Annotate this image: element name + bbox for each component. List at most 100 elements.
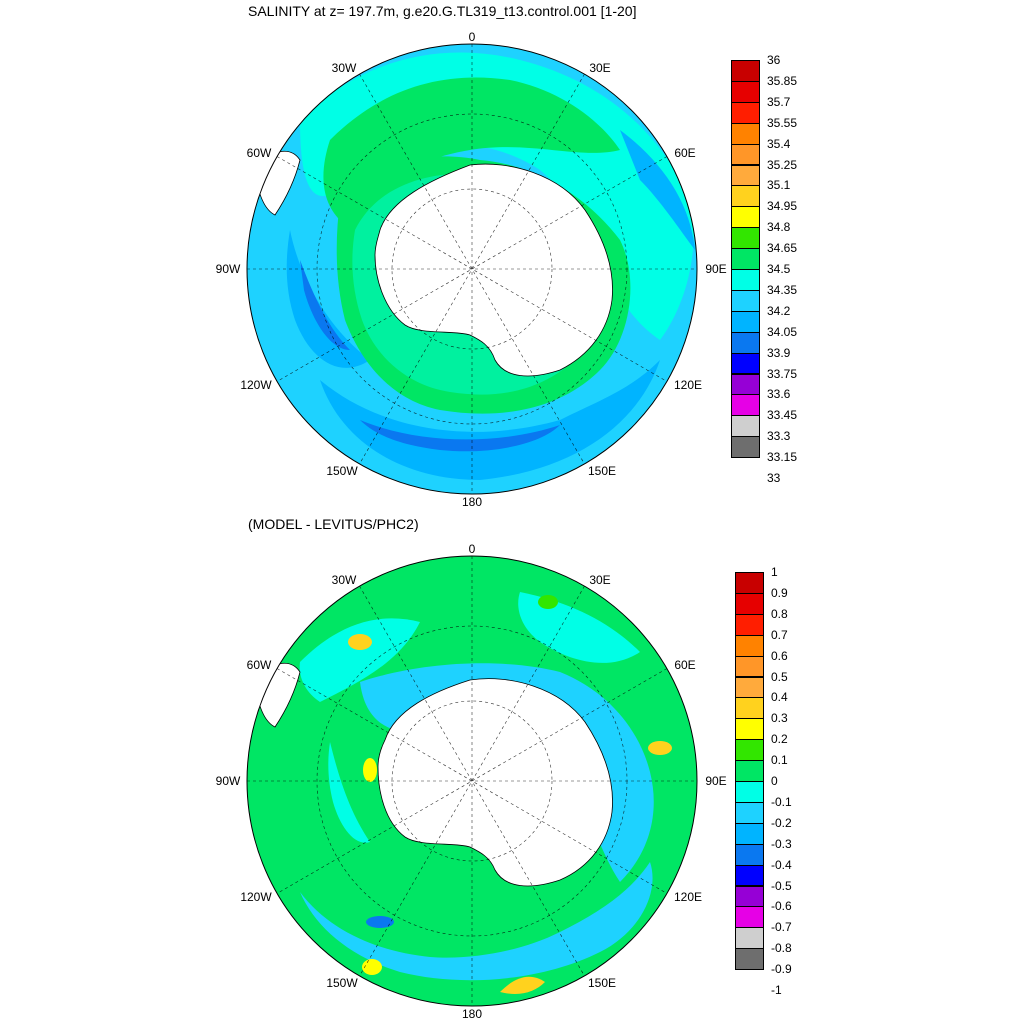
colorbar-label: 0.3	[771, 711, 788, 726]
lon-label-90w: 90W	[215, 774, 241, 788]
lon-label-150w: 150W	[326, 464, 358, 478]
lon-label-120w: 120W	[240, 378, 272, 392]
colorbar-label: -0.4	[771, 857, 792, 872]
colorbar-label: 0.8	[771, 606, 788, 621]
colorbar-label: 0.7	[771, 627, 788, 642]
colorbar-swatch	[735, 948, 764, 971]
lon-label-150e: 150E	[587, 464, 617, 478]
colorbar-swatch	[735, 885, 764, 908]
colorbar-swatch	[731, 101, 760, 124]
colorbar-label: 35.4	[767, 136, 791, 151]
colorbar-swatch	[731, 248, 760, 270]
colorbar-label: 33.45	[767, 408, 798, 423]
colorbar-label: -0.9	[771, 962, 792, 977]
lon-label-0: 0	[468, 30, 476, 44]
difference-map	[246, 555, 698, 1007]
colorbar-label: 0.9	[771, 585, 788, 600]
colorbar-swatch	[735, 801, 764, 824]
lon-label-90e: 90E	[705, 774, 727, 788]
colorbar-swatch	[731, 436, 760, 459]
lon-label-120e: 120E	[673, 378, 703, 392]
lon-label-180: 180	[461, 1007, 483, 1021]
colorbar-swatch	[735, 864, 764, 887]
colorbar-swatch	[735, 781, 764, 803]
colorbar-swatch	[735, 906, 764, 929]
colorbar-swatch	[731, 269, 760, 291]
colorbar-swatch	[735, 613, 764, 636]
salinity-title: SALINITY at z= 197.7m, g.e20.G.TL319_t13…	[248, 3, 637, 19]
lon-label-120e: 120E	[673, 890, 703, 904]
lon-label-30w: 30W	[331, 61, 357, 75]
colorbar-label: 35.1	[767, 178, 791, 193]
colorbar-swatch	[735, 760, 764, 782]
colorbar-label: 33.75	[767, 366, 798, 381]
colorbar-label: 34.35	[767, 282, 798, 297]
lon-label-0: 0	[468, 542, 476, 556]
lon-label-30e: 30E	[589, 573, 611, 587]
colorbar-swatch	[735, 927, 764, 950]
colorbar-label: -0.1	[771, 794, 792, 809]
colorbar-label: -0.2	[771, 815, 792, 830]
lon-label-60e: 60E	[674, 146, 696, 160]
colorbar-label: -0.8	[771, 941, 792, 956]
colorbar-swatch	[735, 572, 764, 594]
colorbar-label: -0.5	[771, 878, 792, 893]
colorbar-swatch	[731, 373, 760, 396]
colorbar-swatch	[731, 331, 760, 354]
lon-label-180: 180	[461, 495, 483, 509]
colorbar-label: 0.5	[771, 669, 788, 684]
colorbar-swatch	[735, 822, 764, 845]
colorbar-label: -0.6	[771, 899, 792, 914]
salinity-map	[246, 43, 698, 495]
colorbar-label: 34.2	[767, 303, 791, 318]
colorbar-label: 34.5	[767, 262, 791, 276]
lon-label-60w: 60W	[246, 146, 272, 160]
colorbar-label: 35.25	[767, 157, 798, 172]
colorbar-swatch	[731, 206, 760, 229]
colorbar-label: 0	[771, 774, 778, 788]
colorbar-swatch	[735, 655, 764, 678]
colorbar-label: 33.3	[767, 429, 791, 444]
colorbar-label: 33	[767, 471, 781, 485]
colorbar-swatch	[731, 310, 760, 333]
colorbar-swatch	[735, 697, 764, 720]
colorbar-label: 36	[767, 53, 781, 67]
colorbar-label: 33.15	[767, 450, 798, 465]
lon-label-60w: 60W	[246, 658, 272, 672]
colorbar-label: 34.05	[767, 324, 798, 339]
colorbar-swatch	[735, 592, 764, 615]
colorbar-label: 35.85	[767, 73, 798, 88]
colorbar-label: 33.9	[767, 345, 791, 360]
colorbar-swatch	[735, 676, 764, 699]
colorbar-swatch	[735, 843, 764, 866]
lon-label-30w: 30W	[331, 573, 357, 587]
lon-label-150e: 150E	[587, 976, 617, 990]
colorbar-label: 34.65	[767, 241, 798, 256]
difference-panel: (MODEL - LEVITUS/PHC2)	[0, 512, 1024, 1024]
colorbar-label: 34.95	[767, 199, 798, 214]
colorbar-label: 1	[771, 565, 778, 579]
colorbar-swatch	[731, 394, 760, 417]
colorbar-label: 35.7	[767, 94, 791, 109]
colorbar-swatch	[731, 352, 760, 375]
colorbar-label: -0.3	[771, 836, 792, 851]
lon-label-90e: 90E	[705, 262, 727, 276]
colorbar-swatch	[735, 739, 764, 762]
colorbar-swatch	[731, 289, 760, 312]
colorbar-swatch	[731, 227, 760, 250]
colorbar-label: 35.55	[767, 115, 798, 130]
colorbar-swatch	[735, 634, 764, 657]
colorbar-swatch	[731, 185, 760, 208]
colorbar-swatch	[731, 143, 760, 166]
colorbar-swatch	[731, 122, 760, 145]
lon-label-150w: 150W	[326, 976, 358, 990]
colorbar-label: 33.6	[767, 387, 791, 402]
colorbar-label: 34.8	[767, 220, 791, 235]
colorbar-swatch	[735, 718, 764, 741]
salinity-panel: SALINITY at z= 197.7m, g.e20.G.TL319_t13…	[215, 3, 798, 509]
lon-label-90w: 90W	[215, 262, 241, 276]
colorbar-label: 0.1	[771, 753, 788, 768]
difference-title: (MODEL - LEVITUS/PHC2)	[248, 516, 419, 532]
colorbar-swatch	[731, 164, 760, 187]
lon-label-120w: 120W	[240, 890, 272, 904]
